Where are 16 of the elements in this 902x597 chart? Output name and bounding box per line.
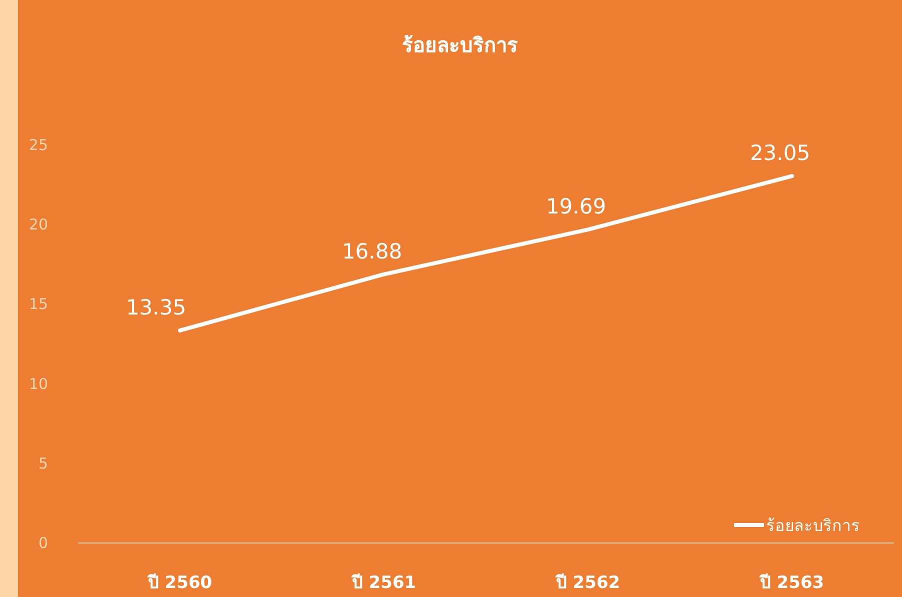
y-tick-label: 5 bbox=[38, 454, 48, 472]
data-label: 19.69 bbox=[546, 194, 606, 219]
y-tick-label: 0 bbox=[38, 534, 48, 552]
x-tick-label: ปี 2560 bbox=[146, 572, 212, 593]
y-tick-label: 20 bbox=[28, 216, 48, 234]
y-tick-label: 15 bbox=[28, 295, 48, 314]
data-label: 16.88 bbox=[342, 239, 402, 264]
chart-title: ร้อยละบริการ bbox=[402, 33, 518, 57]
x-tick-label: ปี 2562 bbox=[554, 572, 620, 593]
data-label: 23.05 bbox=[750, 141, 810, 166]
y-tick-label: 25 bbox=[28, 136, 48, 154]
x-tick-label: ปี 2563 bbox=[758, 572, 824, 593]
x-tick-label: ปี 2561 bbox=[350, 572, 416, 593]
data-label: 13.35 bbox=[126, 295, 186, 320]
y-tick-label: 10 bbox=[28, 374, 48, 393]
legend-label: ร้อยละบริการ bbox=[766, 516, 860, 535]
